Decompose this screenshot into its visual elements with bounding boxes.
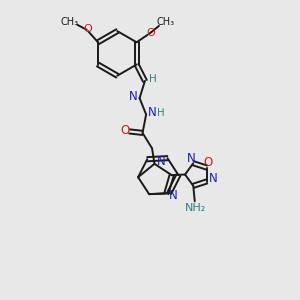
Text: N: N [148,106,157,119]
Text: H: H [157,108,165,118]
Text: H: H [149,74,157,83]
Text: O: O [121,124,130,137]
Text: O: O [83,25,92,34]
Text: NH₂: NH₂ [185,203,207,213]
Text: CH₃: CH₃ [61,17,79,27]
Text: CH₃: CH₃ [157,17,175,27]
Text: O: O [146,28,155,38]
Text: N: N [157,155,165,168]
Text: N: N [129,90,137,104]
Text: N: N [209,172,218,185]
Text: N: N [187,152,195,165]
Text: N: N [169,189,178,202]
Text: O: O [203,156,212,169]
